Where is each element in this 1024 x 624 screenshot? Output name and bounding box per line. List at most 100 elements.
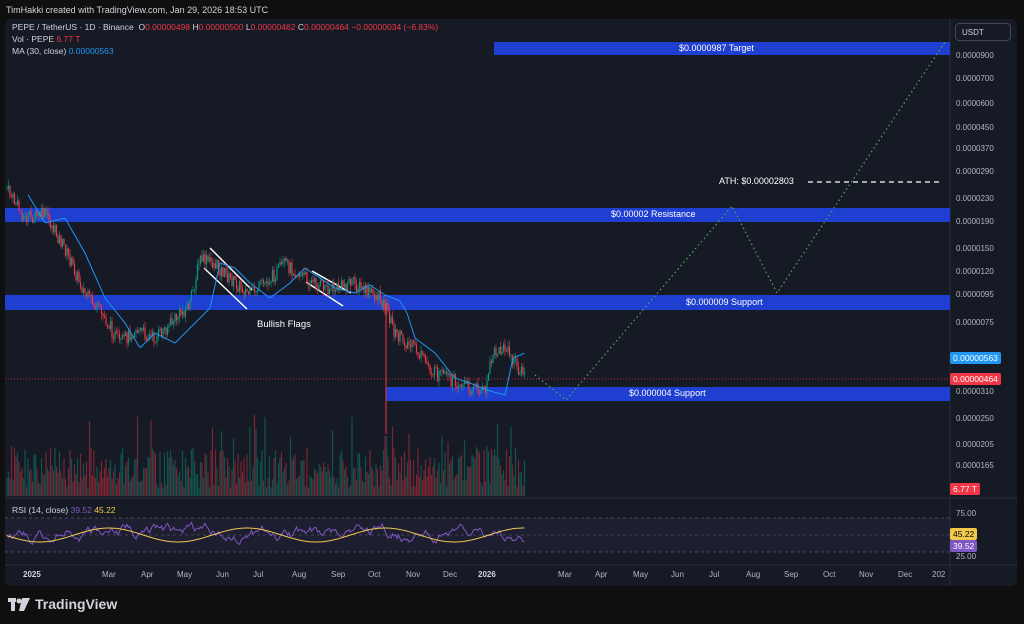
candle-body <box>48 213 50 221</box>
candle-body <box>456 385 458 389</box>
candle-body <box>27 214 29 223</box>
volume-bar <box>262 480 265 496</box>
volume-bar <box>474 458 476 496</box>
volume-bar <box>405 476 407 496</box>
symbol-name[interactable]: PEPE / TetherUS · 1D · Binance <box>12 22 134 32</box>
candle-body <box>159 328 161 331</box>
candle-body <box>429 365 431 373</box>
candle-body <box>57 236 59 244</box>
volume-bar <box>48 471 50 496</box>
candle-body <box>465 381 467 384</box>
volume-bar <box>219 451 221 496</box>
volume-bar <box>33 454 35 496</box>
volume-bar <box>369 450 371 496</box>
volume-bar <box>189 477 191 496</box>
volume-label[interactable]: Vol · PEPE <box>12 34 55 44</box>
candle-body <box>354 276 356 285</box>
volume-bar <box>265 487 268 496</box>
low-label: L <box>245 22 251 32</box>
ma-label[interactable]: MA (30, close) <box>12 46 67 56</box>
candle-body <box>42 207 44 218</box>
price-axis-label: 0.0000600 <box>956 99 994 108</box>
volume-bar <box>151 448 154 496</box>
volume-bar <box>127 457 130 496</box>
volume-bar <box>298 475 301 496</box>
candle-body <box>460 384 463 387</box>
volume-bar <box>225 477 227 496</box>
candle-body <box>508 346 511 356</box>
candle-body <box>348 278 350 283</box>
volume-bar <box>222 450 224 496</box>
candle-body <box>369 287 371 293</box>
candle-body <box>72 257 74 264</box>
tradingview-logo[interactable]: TradingView <box>8 596 117 612</box>
volume-bar <box>324 467 326 496</box>
candle-body <box>283 258 286 262</box>
volume-bar <box>178 471 181 496</box>
volume-bar <box>313 467 316 496</box>
candle-body <box>81 287 83 293</box>
candle-body <box>157 330 160 337</box>
volume-bar <box>267 478 269 496</box>
volume-bar <box>81 478 83 496</box>
bullish-flags-label: Bullish Flags <box>257 319 311 330</box>
candle-body <box>504 344 506 352</box>
currency-button[interactable]: USDT <box>955 23 1011 41</box>
price-axis-label: 0.0000150 <box>956 244 994 253</box>
volume-bar <box>15 457 17 496</box>
candle-body <box>79 282 82 288</box>
volume-bar <box>27 458 29 496</box>
candle-body <box>477 383 479 394</box>
volume-value: 6.77 T <box>56 34 81 44</box>
candle-body <box>378 290 380 301</box>
volume-bar <box>372 469 374 496</box>
candle-body <box>21 210 23 221</box>
candle-body <box>390 316 392 323</box>
volume-bar <box>382 450 385 496</box>
volume-bar <box>468 466 470 496</box>
candle-body <box>423 353 425 356</box>
time-axis-label: Jul <box>709 570 720 579</box>
volume-bar <box>192 448 194 496</box>
candle-body <box>418 355 421 358</box>
price-chart-canvas[interactable] <box>5 19 1017 586</box>
candle-body <box>336 283 338 291</box>
volume-bar <box>34 454 37 496</box>
volume-bar <box>427 466 430 496</box>
volume-bar <box>57 472 59 496</box>
rsi-label[interactable]: RSI (14, close) <box>12 505 69 515</box>
candle-body <box>384 299 386 311</box>
volume-bar <box>477 449 479 496</box>
volume-bar <box>304 486 307 496</box>
volume-bar <box>231 469 233 496</box>
volume-bar <box>244 482 247 496</box>
time-axis-label: Mar <box>102 570 116 579</box>
candle-body <box>402 334 404 343</box>
candle-body <box>505 351 508 353</box>
volume-bar <box>349 485 352 496</box>
volume-bar <box>172 465 175 496</box>
volume-bar <box>21 468 23 496</box>
volume-bar <box>496 423 499 496</box>
volume-bar <box>207 470 209 496</box>
volume-bar <box>43 475 46 496</box>
candle-body <box>144 327 146 339</box>
target-zone <box>494 42 950 55</box>
candle-body <box>22 215 25 221</box>
chart-panel[interactable]: PEPE / TetherUS · 1D · Binance O0.000004… <box>5 19 1017 586</box>
volume-bar <box>426 476 428 496</box>
candle-body <box>468 380 470 392</box>
volume-bar <box>438 462 440 496</box>
time-axis-label: 2025 <box>23 570 41 579</box>
candle-body <box>351 278 353 286</box>
volume-bar <box>30 469 32 496</box>
volume-bar <box>229 487 232 496</box>
volume-bar <box>163 453 166 496</box>
candle-body <box>150 334 152 336</box>
volume-bar <box>133 459 136 496</box>
candle-body <box>367 287 370 296</box>
candle-body <box>355 284 358 292</box>
volume-bar <box>123 483 125 496</box>
candle-body <box>327 285 329 295</box>
candle-body <box>78 271 80 283</box>
